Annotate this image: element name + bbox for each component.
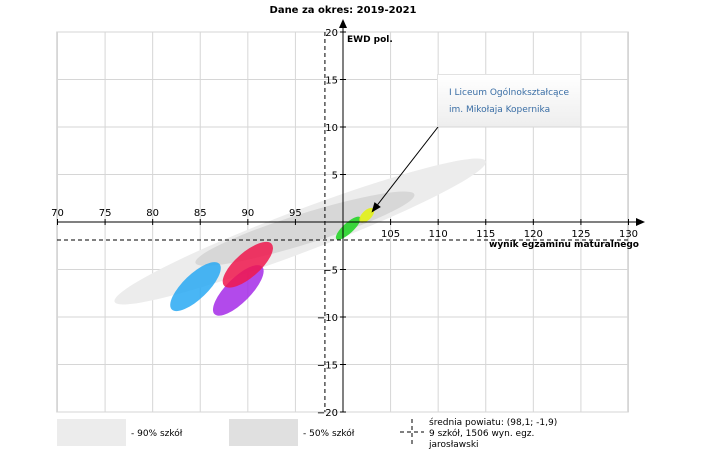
- callout-line1: I Liceum Ogólnokształcące: [449, 88, 570, 98]
- school-ellipse-0: [170, 262, 221, 312]
- legend-swatch-50: [229, 419, 298, 446]
- y-tick-label: −5: [323, 266, 338, 277]
- annotation-arrow-line: [377, 126, 439, 205]
- school-callout: I Liceum Ogólnokształcące im. Mikołaja K…: [437, 74, 581, 127]
- x-tick-label: 85: [194, 208, 207, 219]
- x-tick-label: 115: [476, 229, 495, 240]
- x-axis-arrow: [636, 218, 645, 226]
- mean-legend-line2: 9 szkół, 1506 wyn. egz.: [429, 428, 534, 439]
- mean-legend-icon: [400, 419, 424, 446]
- legend-label-50: - 50% szkół: [303, 428, 355, 439]
- axes: [57, 19, 645, 412]
- mean-legend-line3: jarosławski: [428, 440, 479, 450]
- y-tick-label: 5: [332, 171, 338, 182]
- y-tick-labels: 20 15 10 5 −5 −10 −15 −20: [317, 28, 346, 419]
- legend-swatch-90: [57, 419, 126, 446]
- x-tick-label: 90: [241, 208, 254, 219]
- x-tick-label: 110: [429, 229, 448, 240]
- y-tick-label: 15: [325, 76, 338, 87]
- callout-line2: im. Mikołaja Kopernika: [449, 105, 551, 115]
- x-axis-label: wynik egzaminu maturalnego: [489, 240, 639, 250]
- school-ellipse-4: [359, 207, 375, 223]
- y-axis-arrow: [339, 19, 347, 28]
- band-1: [195, 191, 415, 266]
- y-tick-label: −15: [317, 361, 338, 372]
- x-tick-labels: 70 75 80 85 90 95 105 110 115 120 125 130: [51, 208, 638, 240]
- school-ellipses: [170, 207, 375, 316]
- school-ellipse-2: [222, 241, 273, 288]
- x-tick-label: 70: [51, 208, 64, 219]
- legend: - 90% szkół - 50% szkół średnia powiatu:…: [57, 417, 557, 450]
- x-tick-label: 130: [619, 229, 638, 240]
- x-tick-label: 75: [99, 208, 112, 219]
- x-tick-label: 95: [289, 208, 302, 219]
- x-tick-label: 80: [146, 208, 159, 219]
- annotation-arrow: [371, 126, 439, 213]
- x-tick-label: 120: [524, 229, 543, 240]
- x-tick-label: 105: [381, 229, 400, 240]
- x-tick-label: 125: [571, 229, 590, 240]
- annotation-arrow-head: [371, 202, 381, 213]
- legend-label-90: - 90% szkół: [131, 428, 183, 439]
- y-tick-label: −10: [317, 313, 338, 324]
- y-axis-label: EWD pol.: [347, 35, 393, 45]
- mean-legend-line1: średnia powiatu: (98,1; -1,9): [429, 417, 557, 428]
- y-tick-label: 20: [325, 28, 338, 39]
- chart-title: Dane za okres: 2019-2021: [270, 5, 417, 16]
- y-tick-label: −20: [317, 408, 338, 419]
- y-tick-label: 10: [325, 123, 338, 134]
